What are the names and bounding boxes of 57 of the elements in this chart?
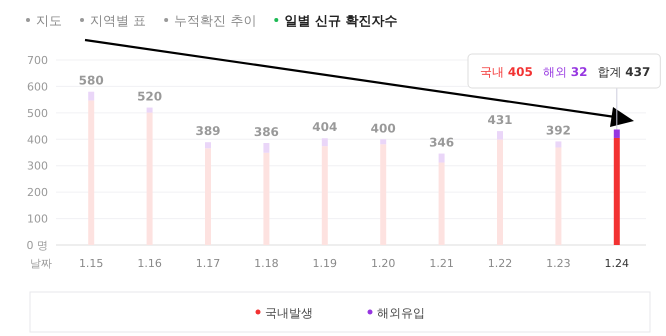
x-axis-title: 날짜 (30, 257, 52, 270)
x-tick-label: 1.23 (546, 257, 571, 270)
x-tick-label: 1.18 (254, 257, 279, 270)
bar (263, 152, 270, 245)
bar (322, 138, 328, 146)
bar (614, 138, 620, 245)
text: 누적확진 추이 (174, 14, 256, 29)
y-tick-label: 500 (27, 106, 48, 120)
text: 지역별 표 (90, 14, 146, 29)
bar (497, 131, 503, 140)
x-tick-label: 1.22 (488, 257, 512, 270)
y-tick-label: 0 명 (26, 239, 48, 252)
annotation: 해외 32 (542, 65, 588, 79)
y-tick-label: 200 (27, 186, 48, 200)
bar (497, 140, 503, 245)
total-label: 580 (78, 74, 104, 88)
bar (380, 144, 386, 245)
bar (438, 162, 445, 245)
x-tick-label: 1.24 (604, 257, 630, 270)
y-tick-label: 300 (27, 160, 48, 173)
x-tick-label: 1.19 (312, 257, 338, 270)
y-tick-label: 100 (27, 212, 48, 226)
total-label: 404 (312, 120, 338, 134)
total-label: 431 (487, 113, 513, 128)
bar (146, 112, 153, 245)
bar (555, 147, 562, 245)
total-label: 392 (546, 123, 571, 138)
x-tick-label: 1.17 (196, 257, 220, 270)
total-label: 386 (254, 124, 279, 139)
bar (555, 141, 562, 148)
annotation: 국내 405 (480, 65, 533, 79)
total-label: 389 (195, 124, 221, 138)
bar (614, 130, 620, 138)
total-label: 520 (137, 90, 162, 104)
y-tick-label: 700 (27, 54, 48, 67)
x-tick-label: 1.20 (370, 257, 396, 270)
bar (146, 108, 153, 113)
bar (380, 139, 386, 144)
y-tick-label: 600 (27, 80, 48, 94)
bar (205, 148, 211, 245)
bar (322, 146, 328, 245)
bar (438, 154, 445, 163)
text: 지도 (36, 14, 62, 29)
y-tick-label: 400 (27, 133, 48, 146)
x-tick-label: 1.21 (429, 257, 454, 270)
bar (205, 142, 211, 148)
annotation: 합계 437 (597, 65, 650, 79)
bar (88, 92, 94, 100)
total-label: 346 (429, 136, 454, 150)
total-label: 400 (370, 121, 396, 136)
legend-label: 해외유입 (377, 306, 425, 320)
bar (263, 142, 270, 153)
x-tick-label: 1.16 (137, 257, 162, 270)
bar (88, 100, 94, 245)
chart-title: 일별 신규 확진자수 (284, 14, 398, 29)
legend-label: 국내발생 (265, 306, 313, 320)
x-tick-label: 1.15 (78, 257, 104, 270)
